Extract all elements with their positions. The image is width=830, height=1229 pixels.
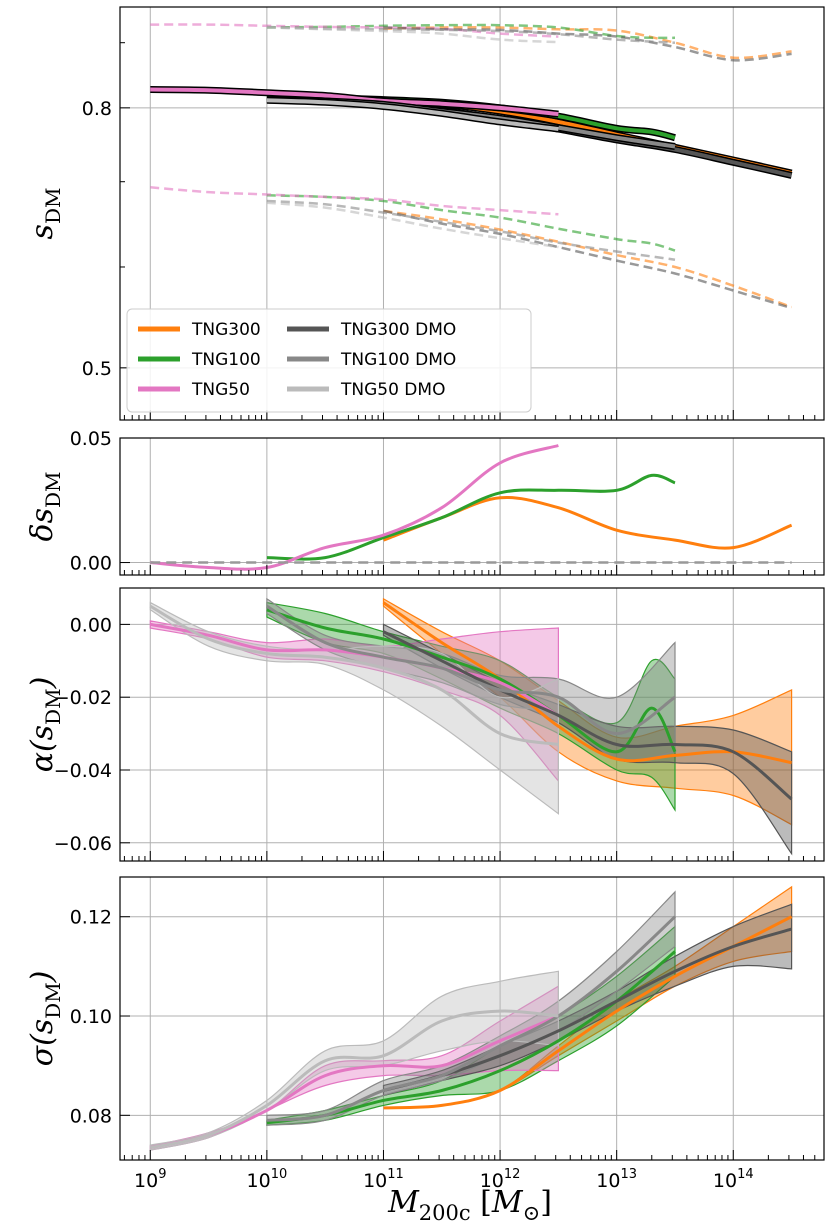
x-ticks — [123, 410, 825, 420]
series-tng50-line — [150, 87, 559, 117]
panel-sigma: 0.08 0.10 0.12 σ(sDM) — [25, 876, 825, 1161]
x-tick-label: 1013 — [596, 1167, 637, 1192]
y-tick-label: 0.05 — [70, 428, 112, 450]
plot-area — [150, 23, 793, 310]
y-tick-labels: 0.00 0.05 — [70, 428, 130, 575]
series-tng100-dmo-band — [266, 890, 676, 1126]
series-tng100-line — [266, 473, 676, 561]
y-axis-label: δsDM — [25, 472, 65, 542]
x-tick-label: 1014 — [713, 1167, 754, 1192]
series-tng50-dmo-line — [149, 1009, 559, 1150]
legend-label-tng300: TNG300 — [191, 320, 261, 340]
x-tick-label: 1010 — [247, 1167, 288, 1192]
plot-area — [150, 444, 793, 571]
legend: TNG300 TNG100 TNG50 TNG300 DMO TNG100 DMO TNG… — [126, 308, 532, 413]
y-axis-label: σ(sDM) — [25, 971, 65, 1067]
y-tick-label: 0.5 — [82, 358, 112, 380]
y-axis-label: sDM — [25, 188, 65, 240]
series-tng300-dmo-upper — [383, 26, 792, 62]
panel-frame — [119, 437, 825, 576]
y-tick-label: −0.06 — [54, 833, 112, 855]
x-ticks — [123, 851, 825, 861]
panel-frame — [119, 6, 825, 421]
series-tng50-dmo-lower — [266, 201, 559, 249]
y-tick-label: 0.12 — [70, 907, 112, 929]
series-tng100-lower — [266, 194, 676, 252]
x-tick-label: 109 — [134, 1167, 166, 1192]
panel-shape: 0.5 0.8 sDM TNG300 TNG100 TNG50 TNG300 DMO TNG1… — [25, 6, 825, 421]
series-tng50-dmo-upper — [266, 26, 559, 44]
series-tng300-lower — [383, 209, 793, 309]
series-tng50-dmo-line — [149, 604, 559, 746]
series-tng50-line — [150, 444, 559, 571]
y-tick-label: −0.04 — [54, 760, 112, 782]
y-tick-label: 0.08 — [70, 1105, 112, 1127]
y-axis-label: α(sDM) — [25, 677, 65, 773]
legend-label-tng50: TNG50 — [191, 380, 250, 400]
gridlines — [120, 877, 824, 1160]
panel-frame — [119, 876, 825, 1161]
series-tng300-dmo-lower — [383, 209, 792, 310]
series-tng300-line — [382, 601, 792, 765]
panel-alpha: 0.00 −0.02 −0.04 −0.06 α(sDM) — [25, 587, 825, 862]
series-tng100-dmo-line — [266, 604, 676, 736]
series-tng100-dmo-lower — [266, 199, 676, 261]
legend-label-tng300-dmo: TNG300 DMO — [340, 320, 456, 340]
plot-area — [149, 597, 793, 856]
series-tng50-dmo-band — [149, 601, 559, 815]
series-tng100-line — [266, 608, 677, 754]
x-tick-label: 1012 — [480, 1167, 521, 1192]
y-tick-label: 0.8 — [82, 98, 112, 120]
y-tick-labels: 0.5 0.8 — [82, 98, 130, 380]
legend-label-tng100: TNG100 — [191, 350, 261, 370]
x-tick-label: 1011 — [363, 1167, 404, 1192]
legend-label-tng100-dmo: TNG100 DMO — [340, 350, 456, 370]
x-ticks — [123, 565, 825, 575]
series-tng300-dmo-line — [382, 630, 793, 801]
x-axis-label: M200c [M⊙] — [387, 1185, 552, 1225]
y-tick-label: 0.10 — [70, 1006, 112, 1028]
panel-frame — [119, 587, 825, 862]
x-ticks — [123, 1150, 825, 1160]
y-tick-label: 0.00 — [70, 553, 112, 575]
plot-area — [149, 885, 793, 1151]
y-tick-label: 0.00 — [70, 614, 112, 636]
series-tng50-dmo-line — [266, 98, 559, 131]
series-tng100-dmo-line — [266, 915, 677, 1122]
y-tick-labels: 0.08 0.10 0.12 — [70, 907, 130, 1127]
series-tng300-upper — [383, 26, 792, 60]
series-tng50-lower — [150, 186, 559, 216]
y-tick-label: −0.02 — [54, 687, 112, 709]
series-tng50-upper — [150, 23, 559, 38]
y-tick-labels: 0.00 −0.02 −0.04 −0.06 — [54, 614, 130, 855]
legend-label-tng50-dmo: TNG50 DMO — [340, 380, 445, 400]
series-tng100-upper — [266, 23, 676, 40]
